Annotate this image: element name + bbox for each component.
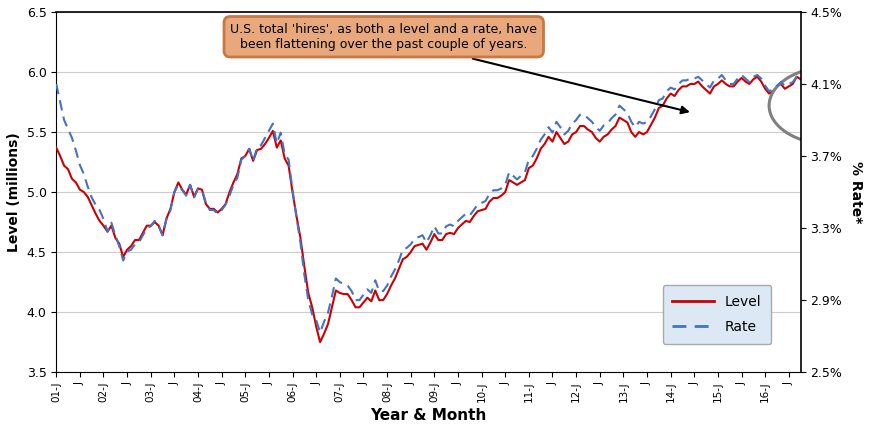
Y-axis label: % Rate*: % Rate* bbox=[848, 161, 862, 223]
Y-axis label: Level (millions): Level (millions) bbox=[7, 132, 21, 252]
Text: U.S. total 'hires', as both a level and a rate, have
been flattening over the pa: U.S. total 'hires', as both a level and … bbox=[230, 23, 687, 113]
X-axis label: Year & Month: Year & Month bbox=[370, 408, 486, 423]
Legend: Level, Rate: Level, Rate bbox=[661, 285, 771, 344]
